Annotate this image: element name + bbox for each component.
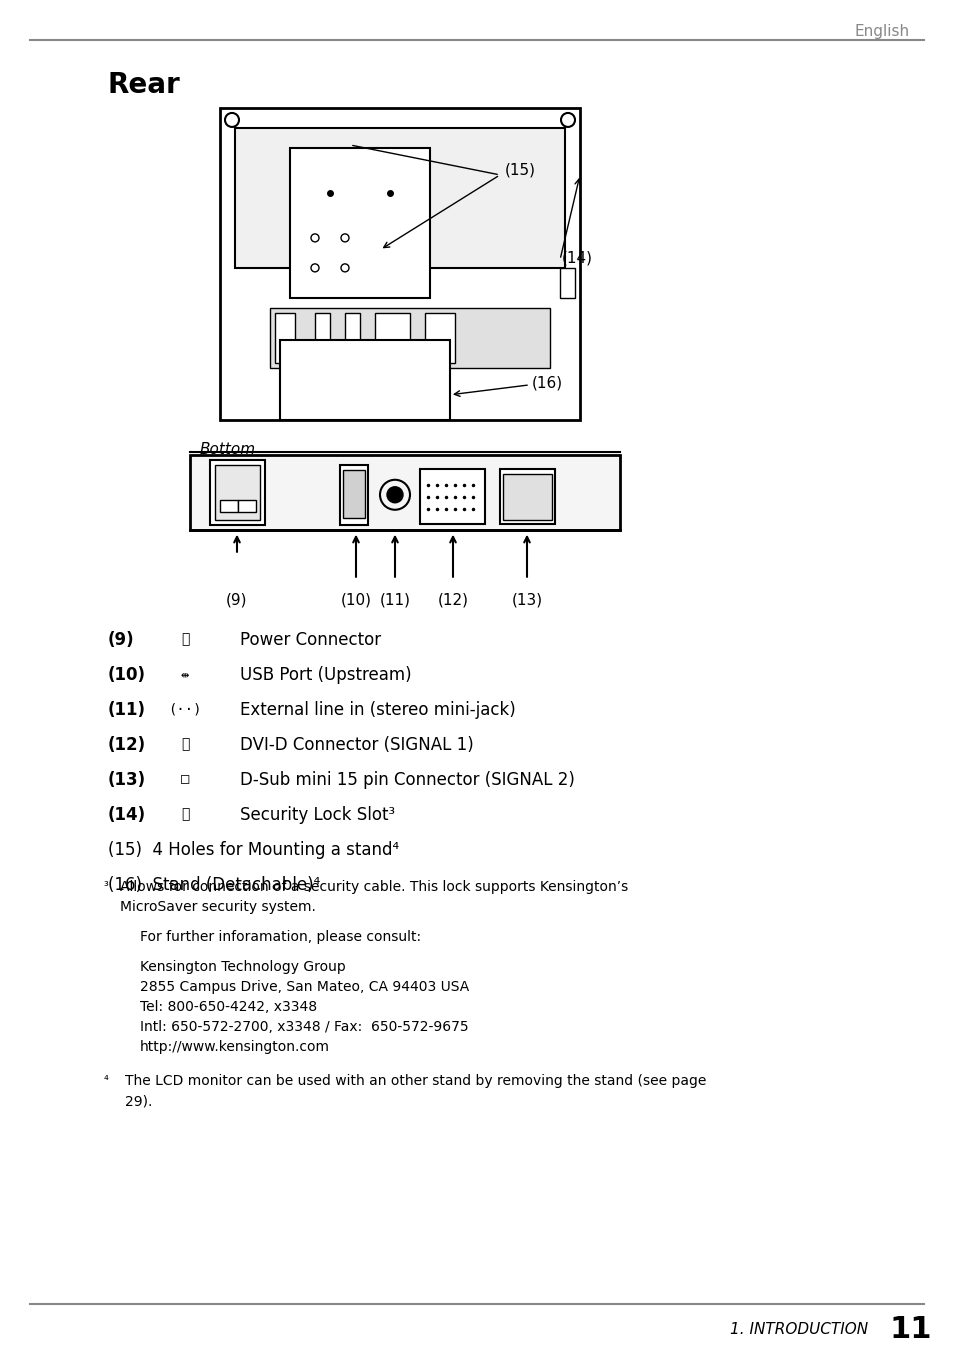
Text: Security Lock Slot³: Security Lock Slot³ bbox=[240, 806, 395, 824]
Bar bbox=[339, 465, 368, 524]
Text: (9): (9) bbox=[108, 631, 134, 648]
Text: (16): (16) bbox=[532, 375, 562, 391]
Text: English: English bbox=[854, 24, 909, 39]
Bar bbox=[502, 473, 552, 520]
Text: ³: ³ bbox=[103, 880, 108, 892]
Text: ⓓ: ⓓ bbox=[181, 737, 189, 752]
Bar bbox=[274, 313, 294, 363]
Text: 11: 11 bbox=[889, 1314, 931, 1344]
Text: (11): (11) bbox=[379, 592, 410, 607]
Text: (9): (9) bbox=[226, 592, 248, 607]
Bar bbox=[559, 268, 575, 298]
Text: (12): (12) bbox=[108, 736, 146, 754]
Text: Power Connector: Power Connector bbox=[240, 631, 381, 648]
Text: DVI-D Connector (SIGNAL 1): DVI-D Connector (SIGNAL 1) bbox=[240, 736, 474, 754]
Text: 29).: 29). bbox=[125, 1095, 152, 1108]
Text: Bottom: Bottom bbox=[200, 442, 255, 457]
Text: Intl: 650-572-2700, x3348 / Fax:  650-572-9675: Intl: 650-572-2700, x3348 / Fax: 650-572… bbox=[140, 1019, 468, 1034]
Bar bbox=[237, 500, 255, 512]
Bar bbox=[234, 128, 564, 268]
Text: Ⓚ: Ⓚ bbox=[181, 807, 189, 822]
Text: D-Sub mini 15 pin Connector (SIGNAL 2): D-Sub mini 15 pin Connector (SIGNAL 2) bbox=[240, 771, 575, 789]
Bar bbox=[499, 469, 555, 524]
Text: (14): (14) bbox=[108, 806, 146, 824]
Text: The LCD monitor can be used with an other stand by removing the stand (see page: The LCD monitor can be used with an othe… bbox=[125, 1074, 705, 1088]
Bar bbox=[419, 469, 484, 524]
Text: (11): (11) bbox=[108, 701, 146, 718]
Bar bbox=[375, 313, 410, 363]
FancyBboxPatch shape bbox=[190, 454, 619, 530]
Text: □: □ bbox=[181, 772, 189, 787]
Text: (14): (14) bbox=[561, 251, 593, 266]
Circle shape bbox=[387, 487, 402, 503]
FancyBboxPatch shape bbox=[220, 108, 579, 419]
Bar bbox=[210, 460, 265, 524]
Bar bbox=[314, 313, 330, 363]
Text: ⁴: ⁴ bbox=[103, 1074, 108, 1088]
Text: External line in (stereo mini-jack): External line in (stereo mini-jack) bbox=[240, 701, 516, 718]
Text: Allows for connection of a security cable. This lock supports Kensington’s: Allows for connection of a security cabl… bbox=[120, 880, 628, 894]
Bar bbox=[280, 340, 450, 419]
Text: (15): (15) bbox=[504, 162, 536, 178]
Text: (10): (10) bbox=[108, 666, 146, 683]
Text: 2855 Campus Drive, San Mateo, CA 94403 USA: 2855 Campus Drive, San Mateo, CA 94403 U… bbox=[140, 980, 469, 993]
Text: (··): (··) bbox=[168, 702, 201, 717]
Bar bbox=[214, 465, 260, 520]
Text: USB Port (Upstream): USB Port (Upstream) bbox=[240, 666, 411, 683]
Bar bbox=[343, 469, 365, 518]
Text: http://www.kensington.com: http://www.kensington.com bbox=[140, 1039, 330, 1054]
Text: MicroSaver security system.: MicroSaver security system. bbox=[120, 899, 315, 914]
Text: 1. INTRODUCTION: 1. INTRODUCTION bbox=[729, 1322, 867, 1337]
Text: (13): (13) bbox=[511, 592, 542, 607]
Text: Ⓟ: Ⓟ bbox=[181, 632, 189, 647]
Text: (16)  Stand (Detachable)⁴: (16) Stand (Detachable)⁴ bbox=[108, 876, 320, 894]
Text: Rear: Rear bbox=[108, 71, 180, 98]
Bar bbox=[270, 307, 550, 368]
Text: (13): (13) bbox=[108, 771, 146, 789]
Text: Tel: 800-650-4242, x3348: Tel: 800-650-4242, x3348 bbox=[140, 999, 316, 1014]
Text: For further inforamation, please consult:: For further inforamation, please consult… bbox=[140, 930, 420, 944]
Bar bbox=[345, 313, 359, 363]
Text: (12): (12) bbox=[437, 592, 468, 607]
Bar bbox=[220, 500, 237, 512]
Bar bbox=[424, 313, 455, 363]
Text: Kensington Technology Group: Kensington Technology Group bbox=[140, 960, 345, 973]
Bar bbox=[290, 148, 430, 298]
Text: (10): (10) bbox=[340, 592, 371, 607]
Text: (15)  4 Holes for Mounting a stand⁴: (15) 4 Holes for Mounting a stand⁴ bbox=[108, 841, 398, 859]
Text: ⇹: ⇹ bbox=[181, 667, 189, 682]
